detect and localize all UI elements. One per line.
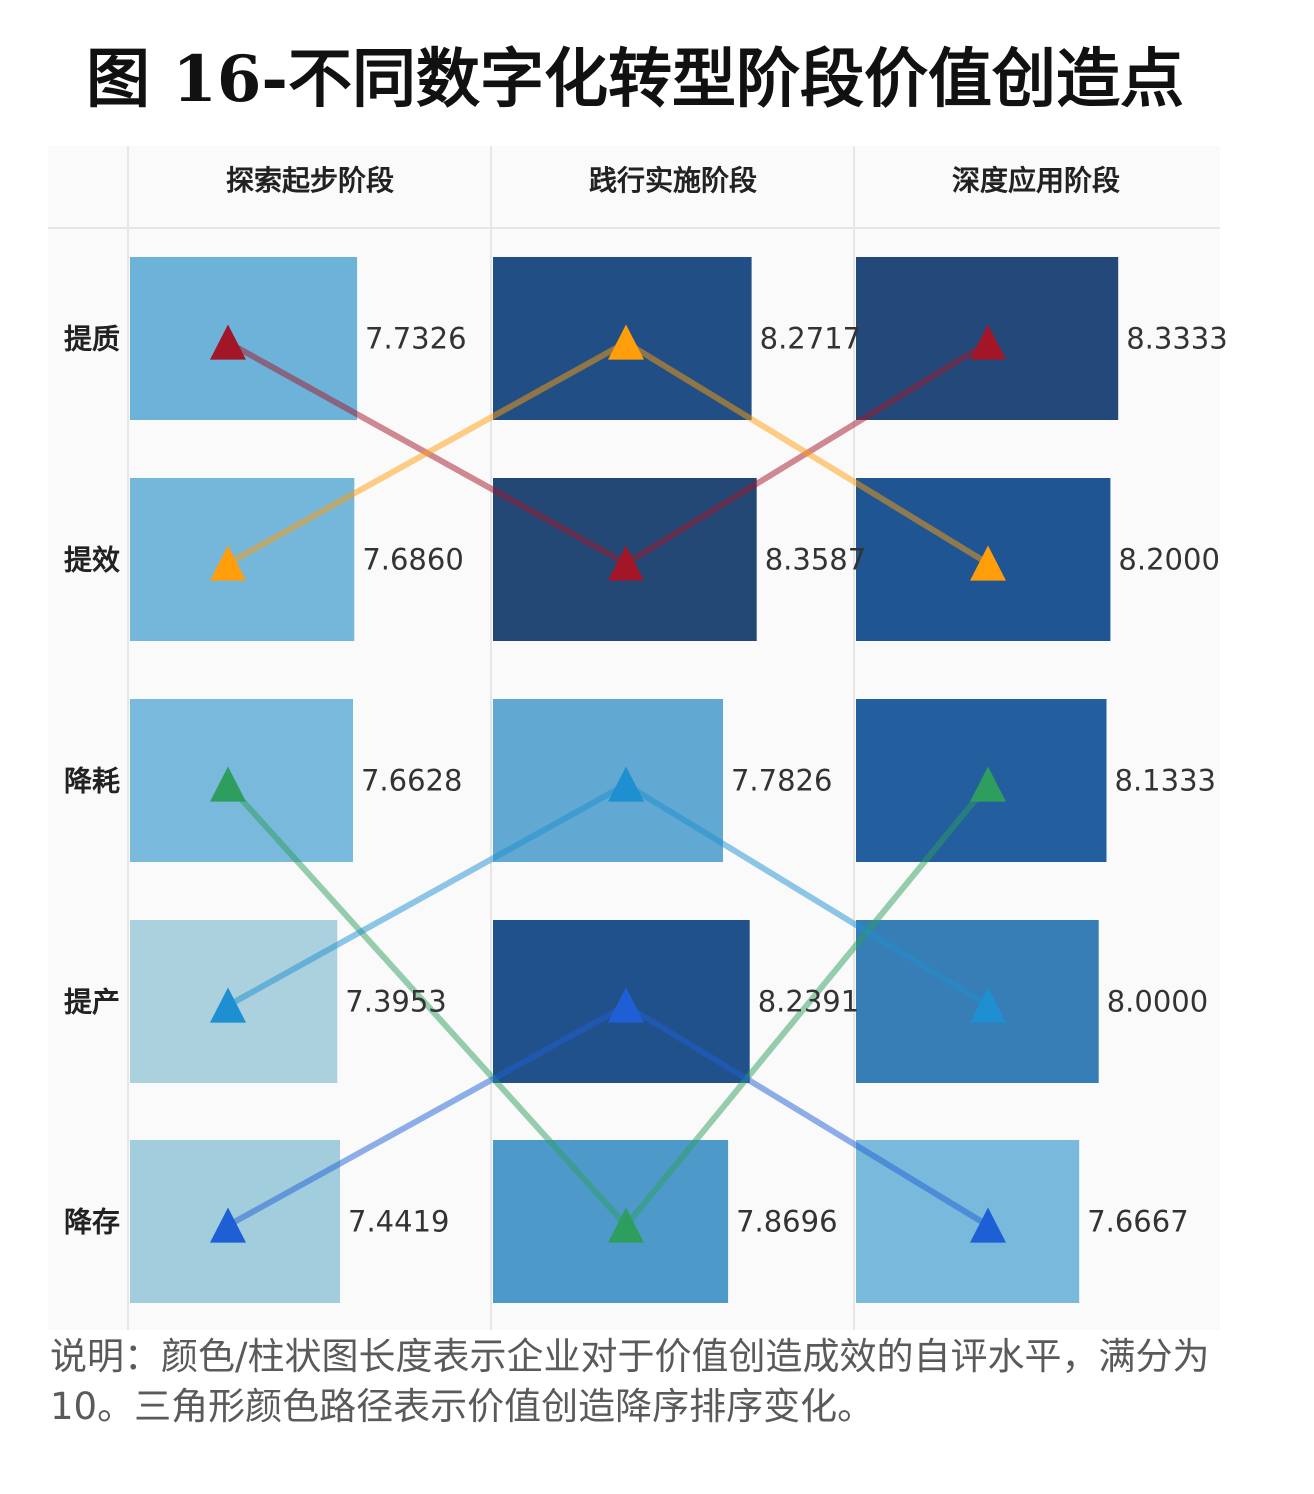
triangle-marker xyxy=(970,324,1006,360)
value-label: 7.3953 xyxy=(345,985,446,1019)
value-label: 8.2717 xyxy=(760,322,861,356)
value-label: 7.8696 xyxy=(736,1205,837,1239)
chart-note: 说明：颜色/柱状图长度表示企业对于价值创造成效的自评水平，满分为 10。三角形颜… xyxy=(50,1335,1210,1428)
category-label: 降存 xyxy=(64,1206,120,1239)
triangle-marker xyxy=(608,1207,644,1243)
stage-header: 探索起步阶段 xyxy=(226,164,394,197)
triangle-marker xyxy=(210,987,246,1023)
value-label: 7.6667 xyxy=(1087,1205,1188,1239)
triangle-marker xyxy=(210,324,246,360)
triangle-marker xyxy=(608,987,644,1023)
triangle-marker xyxy=(210,766,246,802)
triangle-marker xyxy=(210,545,246,581)
value-label: 8.2391 xyxy=(758,985,859,1019)
value-label: 8.3333 xyxy=(1126,322,1227,356)
value-label: 8.3587 xyxy=(765,543,866,577)
bar xyxy=(130,478,355,641)
triangle-marker xyxy=(970,545,1006,581)
category-label: 提产 xyxy=(64,986,120,1019)
stage-header: 深度应用阶段 xyxy=(952,164,1120,197)
category-label: 提质 xyxy=(64,323,120,356)
value-label: 8.0000 xyxy=(1107,985,1208,1019)
bar xyxy=(130,699,353,862)
stage-header: 践行实施阶段 xyxy=(589,164,757,197)
value-label: 7.4419 xyxy=(348,1205,449,1239)
triangle-marker xyxy=(608,766,644,802)
value-label: 8.2000 xyxy=(1118,543,1219,577)
triangle-marker xyxy=(970,987,1006,1023)
value-label: 7.7826 xyxy=(731,764,832,798)
category-label: 提效 xyxy=(64,544,120,577)
triangle-marker xyxy=(970,1207,1006,1243)
value-label: 8.1333 xyxy=(1115,764,1216,798)
category-label: 降耗 xyxy=(64,765,120,798)
triangle-marker xyxy=(970,766,1006,802)
value-label: 7.6628 xyxy=(361,764,462,798)
markers-layer xyxy=(210,324,1006,1243)
triangle-marker xyxy=(608,324,644,360)
triangle-marker xyxy=(210,1207,246,1243)
value-label: 7.7326 xyxy=(365,322,466,356)
triangle-marker xyxy=(608,545,644,581)
grid-lines xyxy=(48,146,1220,1330)
chart-title: 图 16-不同数字化转型阶段价值创造点 xyxy=(86,42,1184,117)
bar xyxy=(493,1140,729,1303)
value-label: 7.6860 xyxy=(362,543,463,577)
